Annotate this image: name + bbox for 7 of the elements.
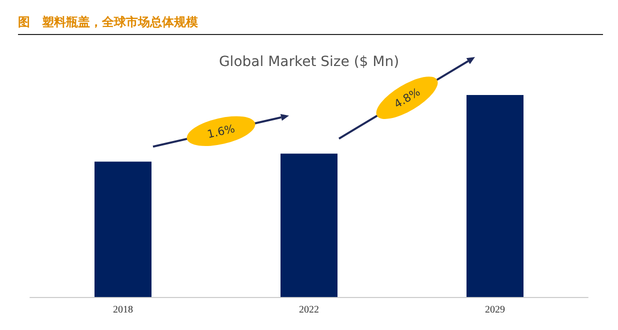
x-tick-label: 2018 — [113, 304, 133, 316]
x-tick-label: 2029 — [485, 304, 505, 316]
x-tick-label: 2022 — [299, 304, 319, 316]
annotation: 4.8% — [392, 85, 423, 111]
chart-title: 图 塑料瓶盖，全球市场总体规模 — [18, 14, 603, 35]
annotation: 1.6% — [206, 122, 236, 142]
chart-subtitle: Global Market Size ($ Mn) — [218, 54, 400, 70]
